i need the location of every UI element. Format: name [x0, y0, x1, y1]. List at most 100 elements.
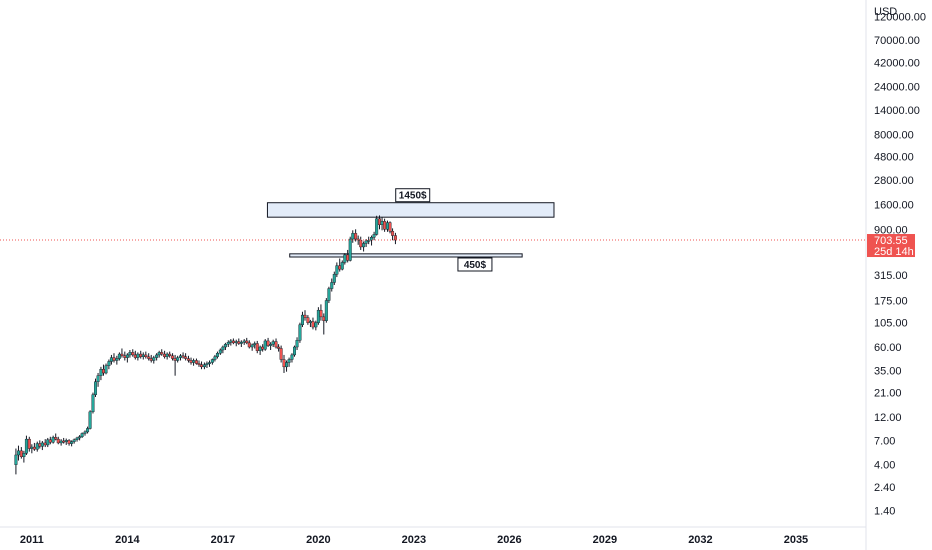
price-tick-label: 70000.00	[874, 35, 920, 47]
candle-body	[303, 314, 307, 318]
price-tick-label: 175.00	[874, 295, 908, 307]
candle-body	[282, 359, 286, 368]
candle-body	[139, 353, 143, 357]
candle-body	[54, 437, 58, 440]
candle-body	[46, 439, 50, 446]
candle-body	[186, 358, 190, 361]
candle-body	[311, 321, 315, 328]
time-tick-label: 2017	[211, 534, 235, 546]
candle-body	[213, 356, 217, 360]
candle-body	[367, 240, 371, 242]
candle-body	[393, 235, 397, 241]
candle-body	[266, 340, 270, 346]
candle-body	[388, 222, 392, 232]
time-tick-label: 2026	[497, 534, 521, 546]
candle-body	[14, 454, 18, 465]
candle-body	[391, 231, 395, 236]
candle-body	[197, 363, 201, 365]
candle-body	[234, 341, 238, 344]
price-axis[interactable]: 120000.00 70000.00 42000.00 24000.00 14000.0…	[874, 12, 926, 518]
candle-body	[176, 357, 180, 361]
candle-body	[330, 282, 334, 289]
candle-body	[322, 316, 326, 321]
candle-body	[375, 218, 379, 235]
candle-body	[319, 309, 323, 318]
time-axis[interactable]: 2011 2014 2017 2020 2023 2026 2029 2032 2035	[20, 534, 808, 546]
candle-body	[192, 360, 196, 363]
candle-body	[380, 221, 384, 225]
candle-body	[370, 237, 374, 241]
candle-body	[335, 265, 339, 275]
candle-body	[160, 352, 164, 355]
candle-body	[253, 343, 257, 346]
price-tick-label: 35.00	[874, 365, 902, 377]
candle-body	[356, 238, 360, 241]
candle-body	[215, 353, 219, 357]
last-price-badge	[867, 234, 915, 258]
candle-body	[184, 356, 188, 359]
candle-body	[239, 342, 243, 344]
price-tick-label: 8000.00	[874, 129, 914, 141]
candle-body	[109, 357, 113, 362]
price-tick-label: 42000.00	[874, 57, 920, 69]
candle-body	[205, 363, 209, 365]
candle-body	[144, 354, 148, 357]
candle-body	[306, 317, 310, 323]
candle-body	[247, 342, 251, 348]
candle-body	[279, 348, 283, 360]
candle-body	[16, 450, 20, 456]
zone-label: 1450$	[399, 191, 427, 202]
candle-body	[157, 352, 161, 356]
candle-body	[133, 354, 137, 358]
candle-body	[75, 437, 79, 440]
price-zones[interactable]: 1450$ 450$	[266, 188, 555, 272]
candle-body	[80, 433, 84, 437]
candle-body	[287, 359, 291, 363]
candle-body	[86, 428, 90, 433]
candle-body	[226, 342, 230, 345]
candle-body	[149, 358, 153, 361]
price-tick-label: 120000.00	[874, 12, 926, 24]
candle-body	[136, 353, 140, 358]
candle-body	[40, 442, 44, 447]
candle-body	[202, 364, 206, 368]
bar-countdown: 25d 14h	[874, 246, 914, 258]
candle-body	[378, 218, 382, 225]
candle-body	[72, 439, 76, 442]
zone-label: 450$	[464, 260, 487, 271]
price-tick-label: 1.40	[874, 505, 895, 517]
price-tick-label: 12.00	[874, 412, 902, 424]
candle-body	[372, 234, 376, 238]
candle-body	[123, 355, 127, 358]
currency-label: USD	[874, 6, 897, 18]
price-tick-label: 1600.00	[874, 199, 914, 211]
price-tick-label: 2800.00	[874, 175, 914, 187]
price-tick-label: 7.00	[874, 435, 895, 447]
price-tick-label: 24000.00	[874, 82, 920, 94]
candle-body	[78, 436, 82, 439]
candle-body	[155, 354, 159, 358]
candle-body	[245, 340, 249, 344]
time-tick-label: 2020	[306, 534, 330, 546]
candle-body	[62, 440, 66, 443]
candle-body	[385, 222, 389, 230]
candle-body	[285, 362, 289, 368]
price-tick-label: 4800.00	[874, 152, 914, 164]
candle-body	[179, 355, 183, 358]
candle-body	[168, 353, 172, 357]
candle-body	[70, 441, 74, 444]
candle-body	[67, 440, 71, 444]
candle-body	[107, 361, 111, 366]
candle-body	[359, 240, 363, 248]
candle-body	[351, 233, 355, 240]
candle-body	[338, 265, 342, 270]
candle-body	[293, 346, 297, 356]
candle-body	[324, 300, 328, 321]
price-tick-label: 315.00	[874, 270, 908, 282]
candle-body	[207, 362, 211, 364]
candle-body	[274, 341, 278, 348]
candle-body	[88, 411, 92, 429]
candle-body	[117, 353, 121, 359]
candle-body	[231, 340, 235, 344]
